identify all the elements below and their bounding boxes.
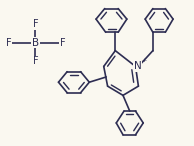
Text: F: F	[60, 38, 65, 48]
Text: F: F	[33, 56, 38, 66]
Text: F: F	[6, 38, 11, 48]
Text: F: F	[33, 19, 38, 29]
Text: +: +	[141, 58, 146, 63]
Text: N: N	[134, 61, 141, 71]
Text: B: B	[32, 38, 39, 48]
